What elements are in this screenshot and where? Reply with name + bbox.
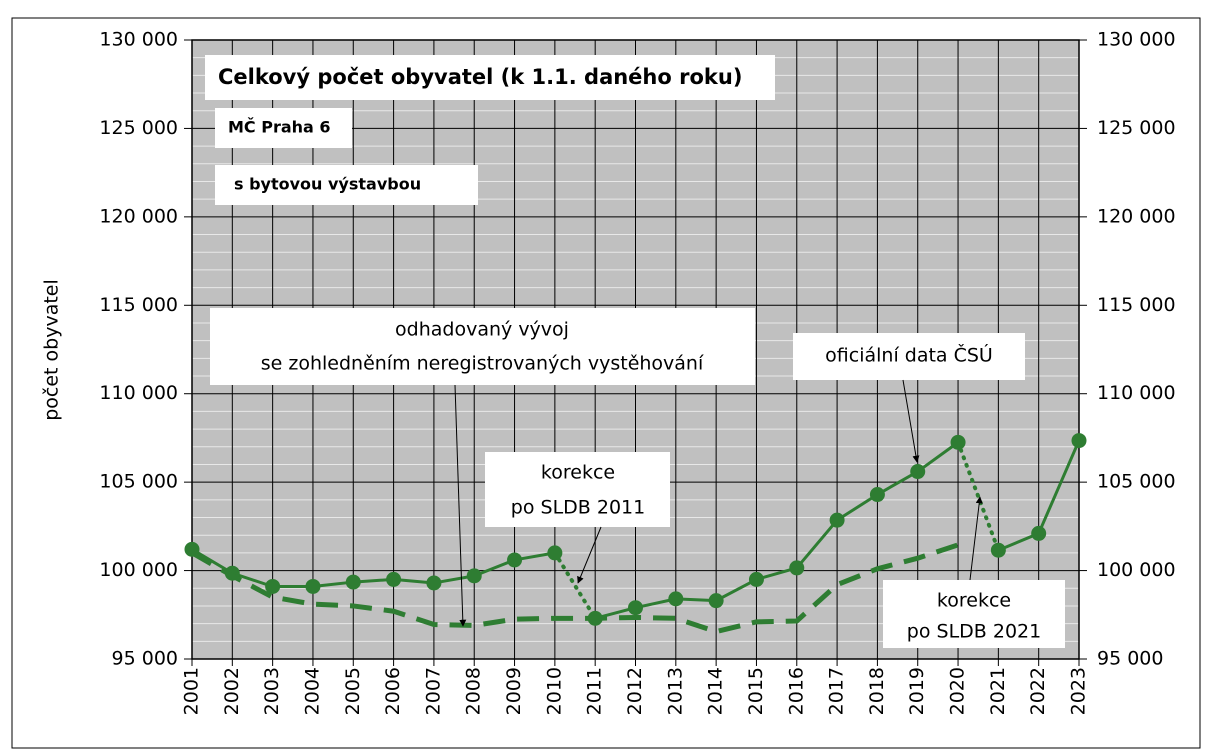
y2-tick-label: 95 000 — [1097, 648, 1163, 670]
x-tick-label: 2003 — [261, 667, 283, 715]
chart-title: Celkový počet obyvatel (k 1.1. daného ro… — [218, 65, 742, 89]
annotation: odhadovaný vývoj — [395, 319, 569, 341]
x-tick-label: 2015 — [745, 667, 767, 715]
marker — [910, 464, 926, 480]
x-tick-label: 2005 — [342, 667, 364, 715]
marker — [1031, 525, 1047, 541]
x-tick-label: 2023 — [1068, 667, 1090, 715]
x-tick-label: 2001 — [181, 667, 203, 715]
plot-border — [191, 39, 1080, 660]
x-tick-label: 2009 — [503, 667, 525, 715]
y-tick-label: 110 000 — [99, 382, 178, 404]
x-tick-label: 2013 — [664, 667, 686, 715]
x-tick-label: 2007 — [422, 667, 444, 715]
x-tick-label: 2017 — [826, 667, 848, 715]
marker — [305, 578, 321, 594]
line-segment-dotted — [956, 440, 1001, 553]
annotation: MČ Praha 6 — [228, 118, 331, 137]
marker — [265, 578, 281, 594]
annotation-box — [205, 55, 775, 100]
marker — [345, 574, 361, 590]
annotation: korekce — [937, 590, 1011, 612]
annotation-box — [793, 333, 1025, 380]
annotation: oficiální data ČSÚ — [825, 343, 993, 367]
line-segment — [875, 470, 920, 497]
line-segment — [916, 440, 960, 474]
x-tick-label: 2018 — [866, 667, 888, 715]
y2-tick-label: 105 000 — [1097, 471, 1176, 493]
marker — [829, 512, 845, 528]
line-segment-dotted — [552, 550, 598, 621]
x-tick-label: 2016 — [785, 667, 807, 715]
y-tick-label: 95 000 — [112, 648, 178, 670]
annotation-box — [883, 580, 1065, 648]
x-tick-label: 2002 — [221, 667, 243, 715]
x-tick-label: 2008 — [463, 667, 485, 715]
line-segment — [714, 577, 758, 603]
y-tick-label: 100 000 — [99, 559, 178, 581]
x-tick-label: 2012 — [624, 667, 646, 715]
marker — [869, 487, 885, 503]
line — [190, 542, 959, 635]
marker — [748, 571, 764, 587]
marker — [386, 571, 402, 587]
y2-tick-label: 130 000 — [1097, 29, 1176, 51]
x-tick-label: 2019 — [906, 667, 928, 715]
line-segment — [1037, 439, 1081, 535]
annotation: po SLDB 2011 — [511, 497, 645, 519]
y2-tick-label: 115 000 — [1097, 294, 1176, 316]
x-tick-label: 2020 — [947, 667, 969, 715]
annotation-box — [215, 108, 352, 148]
line-segment — [795, 518, 839, 570]
marker — [668, 591, 684, 607]
y-tick-label: 105 000 — [99, 471, 178, 493]
marker — [547, 545, 563, 561]
frame — [11, 17, 1201, 749]
marker — [507, 552, 523, 568]
y-tick-label: 130 000 — [99, 29, 178, 51]
x-tick-label: 2022 — [1027, 667, 1049, 715]
y2-tick-label: 100 000 — [1097, 559, 1176, 581]
annotation-arrow — [902, 379, 920, 463]
annotation-arrow — [577, 526, 602, 584]
marker — [628, 600, 643, 616]
annotation-box — [210, 308, 755, 385]
x-tick-label: 2006 — [382, 667, 404, 715]
annotation: po SLDB 2021 — [907, 621, 1041, 643]
marker — [990, 542, 1006, 558]
y-tick-label: 115 000 — [99, 294, 178, 316]
annotation: s bytovou výstavbou — [234, 175, 421, 194]
y2-tick-label: 125 000 — [1097, 117, 1176, 139]
annotation: se zohledněním neregistrovaných vystěhov… — [261, 353, 704, 375]
marker — [708, 593, 724, 609]
x-tick-label: 2011 — [584, 667, 606, 715]
annotation: korekce — [541, 462, 615, 484]
marker — [426, 575, 442, 591]
y-axis-label: počet obyvatel — [41, 279, 63, 421]
annotation-arrow — [454, 384, 467, 627]
annotation-arrow — [969, 496, 983, 581]
marker — [950, 434, 966, 450]
line-segment — [835, 493, 879, 522]
x-tick-label: 2021 — [987, 667, 1009, 715]
x-tick-label: 2014 — [705, 667, 727, 715]
marker — [789, 560, 805, 576]
y2-tick-label: 110 000 — [1097, 382, 1176, 404]
x-tick-label: 2010 — [543, 667, 565, 715]
annotation-box — [485, 452, 670, 527]
y-tick-label: 125 000 — [99, 117, 178, 139]
y-tick-label: 120 000 — [99, 205, 178, 227]
annotation-box — [215, 165, 478, 205]
y2-tick-label: 120 000 — [1097, 205, 1176, 227]
x-tick-label: 2004 — [301, 667, 323, 715]
marker — [1071, 433, 1087, 449]
marker — [466, 568, 482, 584]
